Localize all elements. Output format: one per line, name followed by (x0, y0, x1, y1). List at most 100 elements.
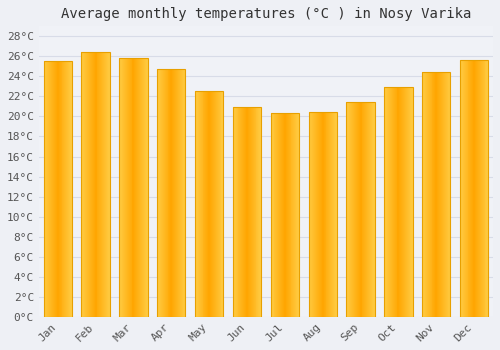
Bar (121, 58, 122, 317)
Bar (209, 91, 210, 317)
Bar (158, 69, 159, 317)
Bar (254, 107, 256, 317)
Bar (392, 88, 394, 317)
Bar (388, 88, 389, 317)
Bar (181, 69, 182, 317)
Bar (324, 112, 326, 317)
Bar (130, 58, 132, 317)
Bar (54, 61, 55, 317)
Bar (162, 69, 163, 317)
Bar (296, 113, 297, 317)
Bar (251, 107, 252, 317)
Bar (175, 69, 176, 317)
Bar (364, 103, 366, 317)
Bar (346, 103, 375, 317)
Bar (297, 113, 298, 317)
Bar (64, 61, 66, 317)
Bar (386, 88, 387, 317)
Bar (212, 91, 213, 317)
Bar (180, 69, 181, 317)
Bar (250, 107, 251, 317)
Bar (71, 61, 72, 317)
Bar (436, 72, 437, 317)
Bar (441, 72, 442, 317)
Bar (313, 112, 314, 317)
Bar (122, 58, 123, 317)
Bar (360, 103, 362, 317)
Bar (247, 107, 248, 317)
Bar (161, 69, 162, 317)
Bar (366, 103, 367, 317)
Bar (384, 88, 385, 317)
Bar (390, 88, 391, 317)
Bar (285, 113, 286, 317)
Bar (445, 72, 446, 317)
Bar (49, 61, 50, 317)
Bar (195, 91, 224, 317)
Bar (123, 58, 124, 317)
Bar (179, 69, 180, 317)
Bar (422, 72, 423, 317)
Bar (60, 61, 62, 317)
Bar (349, 103, 350, 317)
Bar (87, 52, 88, 317)
Bar (124, 58, 125, 317)
Bar (98, 52, 100, 317)
Bar (480, 60, 481, 317)
Bar (369, 103, 370, 317)
Bar (461, 60, 462, 317)
Bar (410, 88, 412, 317)
Bar (486, 60, 488, 317)
Bar (143, 58, 144, 317)
Bar (298, 113, 299, 317)
Bar (211, 91, 212, 317)
Bar (119, 58, 120, 317)
Bar (468, 60, 469, 317)
Bar (328, 112, 330, 317)
Bar (210, 91, 211, 317)
Bar (204, 91, 206, 317)
Bar (240, 107, 242, 317)
Bar (216, 91, 218, 317)
Bar (281, 113, 282, 317)
Bar (477, 60, 478, 317)
Bar (139, 58, 140, 317)
Bar (69, 61, 70, 317)
Bar (120, 58, 121, 317)
Bar (91, 52, 92, 317)
Title: Average monthly temperatures (°C ) in Nosy Varika: Average monthly temperatures (°C ) in No… (60, 7, 471, 21)
Bar (331, 112, 332, 317)
Bar (70, 61, 71, 317)
Bar (89, 52, 90, 317)
Bar (270, 113, 272, 317)
Bar (282, 113, 283, 317)
Bar (356, 103, 357, 317)
Bar (157, 69, 186, 317)
Bar (400, 88, 402, 317)
Bar (440, 72, 441, 317)
Bar (482, 60, 484, 317)
Bar (245, 107, 246, 317)
Bar (474, 60, 475, 317)
Bar (136, 58, 137, 317)
Bar (137, 58, 138, 317)
Bar (67, 61, 68, 317)
Bar (354, 103, 355, 317)
Bar (353, 103, 354, 317)
Bar (432, 72, 434, 317)
Bar (44, 61, 46, 317)
Bar (100, 52, 102, 317)
Bar (82, 52, 84, 317)
Bar (407, 88, 408, 317)
Bar (246, 107, 247, 317)
Bar (218, 91, 220, 317)
Bar (126, 58, 127, 317)
Bar (437, 72, 438, 317)
Bar (92, 52, 94, 317)
Bar (270, 113, 299, 317)
Bar (403, 88, 404, 317)
Bar (214, 91, 215, 317)
Bar (132, 58, 134, 317)
Bar (460, 60, 461, 317)
Bar (276, 113, 278, 317)
